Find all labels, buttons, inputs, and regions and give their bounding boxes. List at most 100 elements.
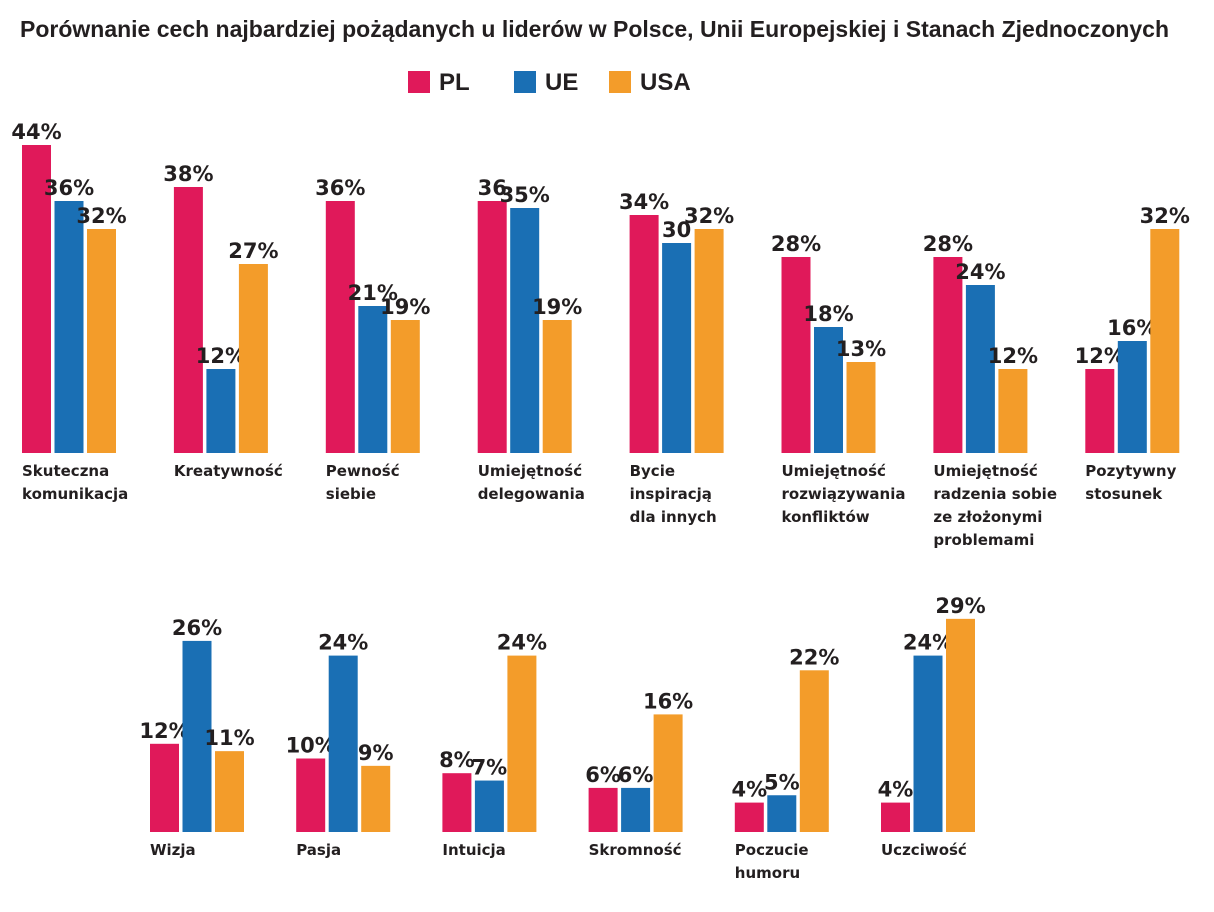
value-label-usa: 11% (204, 726, 254, 750)
bar-usa (998, 369, 1028, 453)
value-label-pl: 6% (585, 763, 621, 787)
category-label-line: problemami (933, 531, 1034, 549)
bar-usa (87, 229, 116, 453)
value-label-ue: 36% (44, 176, 94, 200)
value-label-usa: 32% (684, 204, 734, 228)
value-label-ue: 5% (764, 770, 800, 794)
value-label-ue: 7% (472, 756, 508, 780)
chart-title: Porównanie cech najbardziej pożądanych u… (20, 16, 1169, 42)
category-label-line: Poczucie (735, 841, 809, 859)
category-label-line: Umiejętność (933, 462, 1038, 480)
bar-ue (767, 795, 797, 832)
value-label-usa: 13% (836, 337, 886, 361)
value-label-usa: 24% (497, 631, 547, 655)
category-label-line: stosunek (1085, 485, 1163, 503)
bar-pl (881, 802, 910, 832)
value-label-pl: 36% (315, 176, 365, 200)
category-label: Kreatywność (174, 462, 283, 480)
category-label-line: delegowania (478, 485, 585, 503)
category-label: Pewność siebie (326, 462, 400, 503)
value-label-usa: 19% (380, 295, 430, 319)
value-label-usa: 9% (358, 741, 394, 765)
category-label-line: Pasja (296, 841, 341, 859)
bar-usa (361, 765, 391, 832)
bar-pl (629, 215, 659, 453)
value-label-ue: 24% (318, 631, 368, 655)
category-label-line: siebie (326, 485, 376, 503)
bar-ue (913, 655, 943, 832)
category-label-line: Uczciwość (881, 841, 967, 859)
category-label: Pozytywny stosunek (1085, 462, 1176, 503)
bar-ue (662, 243, 692, 453)
value-label-pl: 4% (878, 778, 914, 802)
category-label-line: Pozytywny (1085, 462, 1176, 480)
category-label-line: Intuicja (442, 841, 505, 859)
category-label: Umiejętność delegowania (478, 462, 585, 503)
value-label-pl: 28% (923, 232, 973, 256)
value-label-pl: 10% (286, 734, 336, 758)
value-label-ue: 24% (955, 260, 1005, 284)
legend-swatch-pl (408, 71, 430, 93)
category-label: Intuicja (442, 841, 505, 859)
bar-ue (1117, 341, 1147, 453)
bar-ue (814, 327, 843, 453)
value-label-ue: 21% (348, 281, 398, 305)
value-label-pl: 44% (11, 120, 61, 144)
bar-usa (390, 320, 420, 453)
category-label-line: Skuteczna (22, 462, 109, 480)
legend-swatch-ue (514, 71, 536, 93)
category-label-line: konfliktów (782, 508, 870, 526)
bar-ue (182, 640, 212, 832)
value-label-ue: 24% (903, 631, 953, 655)
legend-swatch-usa (609, 71, 631, 93)
category-label: Wizja (150, 841, 196, 859)
bar-usa (215, 751, 244, 832)
category-label-line: Kreatywność (174, 462, 283, 480)
category-label-line: komunikacja (22, 485, 128, 503)
value-label-usa: 22% (789, 645, 839, 669)
bar-ue (965, 285, 995, 453)
bar-ue (328, 655, 358, 832)
bar-pl (781, 257, 811, 453)
bar-usa (507, 655, 537, 832)
bar-usa (846, 362, 876, 453)
legend-label-usa: USA (640, 69, 691, 96)
category-label-line: Umiejętność (782, 462, 887, 480)
value-label-ue: 35% (500, 183, 550, 207)
bar-ue (474, 780, 504, 832)
value-label-ue: 18% (803, 302, 853, 326)
category-label-line: inspiracją (630, 485, 712, 503)
legend-label-ue: UE (545, 69, 579, 96)
bar-usa (1150, 229, 1180, 453)
bar-usa (946, 618, 975, 832)
bar-usa (694, 229, 724, 453)
value-label-pl: 8% (439, 748, 475, 772)
value-label-usa: 16% (643, 689, 693, 713)
category-label-line: Skromność (589, 841, 682, 859)
value-label-pl: 34% (619, 190, 669, 214)
bar-ue (510, 208, 540, 453)
category-label-line: Bycie (630, 462, 675, 480)
value-label-ue: 26% (172, 616, 222, 640)
bar-pl (325, 201, 355, 453)
value-label-pl: 28% (771, 232, 821, 256)
value-label-ue: 30 (662, 218, 691, 242)
category-label-line: dla innych (630, 508, 717, 526)
bar-ue (358, 306, 388, 453)
category-label: Poczucie humoru (735, 841, 809, 882)
bar-pl (734, 802, 764, 832)
category-label: Pasja (296, 841, 341, 859)
category-label: Bycie inspiracją dla innych (630, 462, 717, 526)
bar-pl (588, 787, 618, 832)
category-label: Uczciwość (881, 841, 967, 859)
bar-pl (442, 773, 472, 832)
bar-pl (1085, 369, 1115, 453)
value-label-usa: 19% (532, 295, 582, 319)
bar-pl (296, 758, 326, 832)
value-label-usa: 32% (76, 204, 126, 228)
bar-ue (206, 369, 236, 453)
bar-ue (54, 201, 84, 453)
bar-usa (238, 264, 268, 453)
bar-pl (22, 145, 51, 453)
